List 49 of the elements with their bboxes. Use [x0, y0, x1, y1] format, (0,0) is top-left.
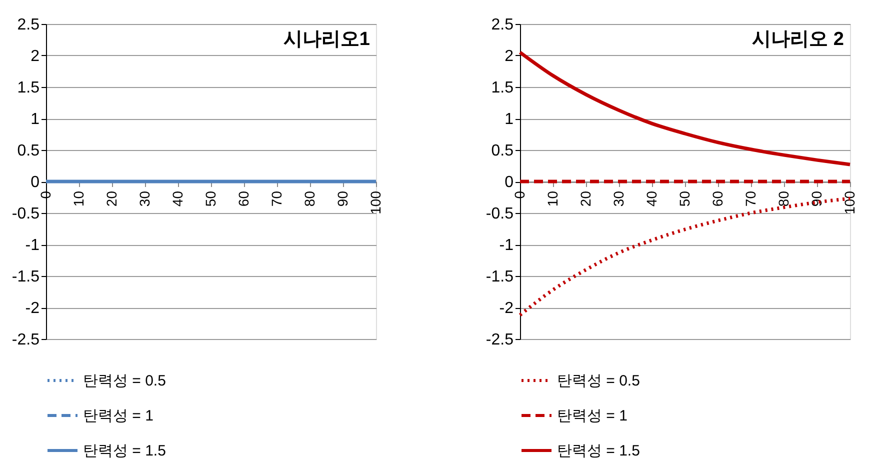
y-tick-label: -0.5: [12, 206, 40, 222]
y-tick-label: 1: [504, 111, 514, 128]
chart-title: 시나리오1: [283, 29, 370, 50]
y-tick-label: -1.5: [486, 268, 514, 286]
x-tick-label: 60: [710, 190, 726, 207]
y-tick-label: -0.5: [486, 206, 514, 222]
x-tick-label: 20: [578, 190, 594, 207]
x-tick-label: 50: [202, 190, 218, 207]
x-tick-label: 20: [104, 190, 120, 207]
y-tick-label: 2.5: [17, 16, 40, 34]
y-tick-label: -1: [499, 237, 514, 254]
x-tick-label: 10: [544, 190, 560, 207]
x-tick-label: 30: [610, 190, 626, 207]
x-tick-label: 100: [368, 190, 384, 214]
y-tick-label: -1: [25, 237, 40, 254]
legend-label: 탄력성 = 1.5: [557, 442, 640, 460]
legend-label: 탄력성 = 0.5: [557, 372, 640, 390]
y-tick-label: 2: [504, 48, 514, 65]
x-tick-label: 40: [644, 190, 660, 207]
x-tick-label: 60: [236, 190, 252, 207]
y-tick-label: -2.5: [12, 332, 40, 348]
x-tick-label: 100: [842, 190, 858, 214]
x-tick-label: 50: [676, 190, 692, 207]
x-tick-label: 80: [302, 190, 318, 207]
y-tick-label: -2: [499, 300, 514, 317]
y-tick-label: 2.5: [491, 16, 514, 34]
x-tick-label: 40: [170, 190, 186, 207]
legend-label: 탄력성 = 1: [83, 408, 154, 424]
chart-title: 시나리오 2: [752, 29, 844, 50]
line-series: [518, 50, 852, 166]
y-tick-label: -1.5: [12, 268, 40, 286]
x-tick-label: 70: [742, 190, 758, 207]
y-tick-label: 1.5: [17, 80, 40, 96]
x-tick-label: 10: [70, 190, 86, 207]
y-tick-label: 0.5: [17, 142, 40, 160]
legend-label: 탄력성 = 1: [557, 408, 628, 424]
x-tick-label: 90: [334, 190, 350, 207]
y-tick-label: 0.5: [491, 142, 514, 160]
y-tick-label: -2: [25, 300, 40, 317]
legend-label: 탄력성 = 1.5: [83, 442, 166, 460]
y-tick-label: 1.5: [491, 80, 514, 96]
x-tick-label: 90: [808, 190, 824, 207]
y-tick-label: 1: [30, 111, 40, 128]
y-tick-label: -2.5: [486, 332, 514, 348]
x-tick-label: 30: [136, 190, 152, 207]
legend-label: 탄력성 = 0.5: [83, 372, 166, 390]
x-tick-label: 70: [268, 190, 284, 207]
y-tick-label: 2: [30, 48, 40, 65]
x-tick-label: 80: [776, 190, 792, 207]
